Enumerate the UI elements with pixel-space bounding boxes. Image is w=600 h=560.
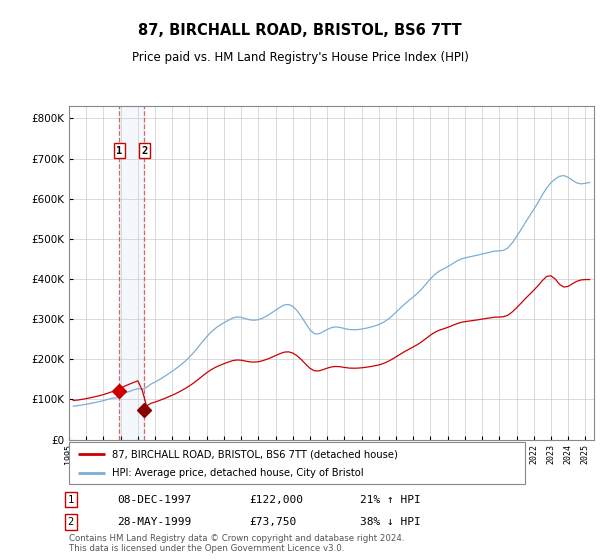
Text: Price paid vs. HM Land Registry's House Price Index (HPI): Price paid vs. HM Land Registry's House … — [131, 50, 469, 64]
Text: 21% ↑ HPI: 21% ↑ HPI — [360, 494, 421, 505]
Text: 2: 2 — [68, 517, 74, 527]
Bar — [119, 106, 145, 440]
Text: 28-MAY-1999: 28-MAY-1999 — [117, 517, 191, 527]
Text: 87, BIRCHALL ROAD, BRISTOL, BS6 7TT: 87, BIRCHALL ROAD, BRISTOL, BS6 7TT — [138, 24, 462, 38]
Text: 1: 1 — [68, 494, 74, 505]
Text: £122,000: £122,000 — [249, 494, 303, 505]
FancyBboxPatch shape — [69, 442, 525, 484]
Text: Contains HM Land Registry data © Crown copyright and database right 2024.
This d: Contains HM Land Registry data © Crown c… — [69, 534, 404, 553]
Text: 38% ↓ HPI: 38% ↓ HPI — [360, 517, 421, 527]
Text: 1: 1 — [116, 146, 122, 156]
Text: 08-DEC-1997: 08-DEC-1997 — [117, 494, 191, 505]
Text: 2: 2 — [141, 146, 148, 156]
Text: 87, BIRCHALL ROAD, BRISTOL, BS6 7TT (detached house): 87, BIRCHALL ROAD, BRISTOL, BS6 7TT (det… — [112, 449, 398, 459]
Text: HPI: Average price, detached house, City of Bristol: HPI: Average price, detached house, City… — [112, 468, 364, 478]
Text: £73,750: £73,750 — [249, 517, 296, 527]
